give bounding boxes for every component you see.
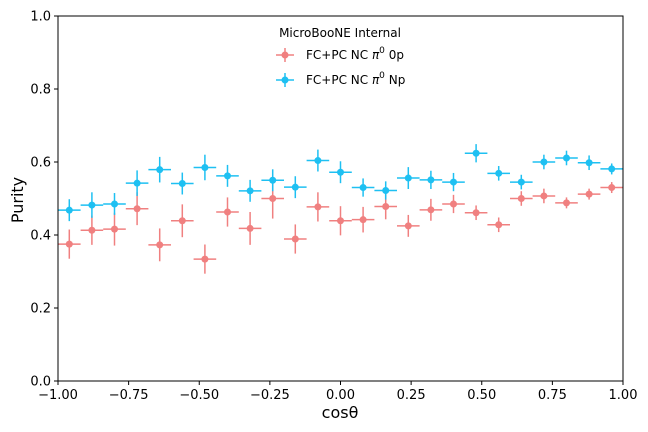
legend-label-0p: FC+PC NC π0 0p: [306, 46, 404, 62]
legend: MicroBooNE Internal FC+PC NC π0 0p FC+PC…: [276, 26, 405, 87]
data-point: [246, 187, 254, 195]
data-point: [291, 235, 299, 243]
data-point: [201, 163, 209, 171]
x-tick-label: −0.50: [179, 388, 219, 403]
data-point: [111, 200, 118, 208]
data-point: [517, 195, 525, 202]
data-point: [427, 176, 435, 184]
data-point: [133, 179, 141, 187]
data-point: [201, 255, 209, 263]
data-series-layer: [58, 144, 623, 274]
x-tick-label: 0.25: [397, 388, 426, 403]
y-tick-label: 0.0: [30, 375, 51, 390]
x-tick-label: 1.00: [609, 388, 638, 403]
legend-title: MicroBooNE Internal: [279, 26, 401, 40]
x-tick-label: 0.75: [538, 388, 567, 403]
y-tick-label: 0.6: [30, 156, 51, 171]
data-point: [472, 209, 480, 217]
data-point: [337, 168, 344, 176]
data-point: [88, 201, 96, 209]
data-point: [178, 217, 186, 225]
legend-marker-np-point: [281, 76, 289, 84]
data-point: [224, 172, 231, 180]
data-point: [517, 178, 525, 186]
data-point: [450, 200, 457, 208]
legend-label-np: FC+PC NC π0 Np: [306, 71, 405, 87]
x-axis-label: cosθ: [322, 403, 359, 422]
x-tick-label: −0.75: [109, 388, 149, 403]
y-tick-label: 0.2: [30, 302, 51, 317]
x-axis-ticks: −1.00 −0.75 −0.50 −0.25 0.00 0.25 0.50 0.75 1.00: [38, 381, 637, 403]
data-point: [404, 174, 412, 182]
data-point: [585, 190, 593, 198]
y-axis-label: Purity: [8, 177, 27, 223]
data-point: [65, 240, 73, 248]
x-tick-label: 0.00: [326, 388, 355, 403]
data-point: [540, 158, 548, 166]
data-point: [382, 203, 390, 211]
data-point: [291, 183, 299, 191]
data-point: [224, 208, 231, 216]
data-point: [133, 205, 141, 213]
y-tick-label: 1.0: [30, 10, 51, 25]
data-point: [563, 154, 570, 162]
data-point: [450, 178, 457, 186]
data-point: [156, 241, 164, 249]
data-point: [608, 165, 616, 173]
data-point: [472, 149, 480, 157]
data-point: [404, 222, 412, 230]
legend-entry-0p: FC+PC NC π0 0p: [276, 46, 404, 62]
data-point: [382, 186, 390, 194]
data-point: [88, 226, 96, 234]
data-point: [563, 199, 570, 207]
y-tick-label: 0.8: [30, 83, 51, 98]
legend-marker-0p-point: [281, 51, 289, 59]
data-point: [269, 195, 277, 202]
data-point: [540, 192, 548, 200]
data-point: [314, 203, 322, 211]
data-point: [585, 159, 593, 167]
data-point: [178, 180, 186, 188]
data-point: [427, 206, 435, 214]
y-axis-ticks: 0.0 0.2 0.4 0.6 0.8 1.0: [30, 10, 58, 390]
x-tick-label: 0.50: [467, 388, 496, 403]
data-point: [65, 206, 73, 214]
plot-frame: [57, 15, 624, 382]
data-point: [359, 216, 367, 224]
data-point: [495, 169, 503, 177]
x-tick-label: −1.00: [38, 388, 78, 403]
data-point: [359, 184, 367, 192]
data-point: [156, 166, 164, 174]
x-tick-label: −0.25: [250, 388, 290, 403]
data-point: [337, 217, 344, 225]
data-point: [269, 176, 277, 184]
data-point: [495, 221, 503, 229]
series-1: [58, 144, 623, 222]
data-point: [314, 157, 322, 165]
y-tick-label: 0.4: [30, 229, 51, 244]
legend-entry-np: FC+PC NC π0 Np: [276, 71, 405, 87]
series-0: [58, 178, 623, 274]
data-point: [246, 224, 254, 232]
data-point: [111, 225, 118, 233]
data-point: [608, 184, 616, 192]
